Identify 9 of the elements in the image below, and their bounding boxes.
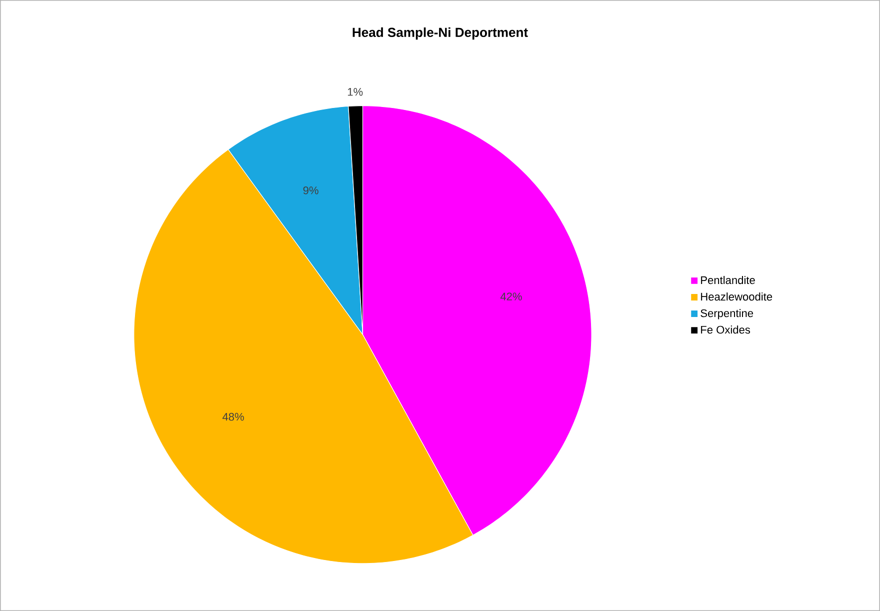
legend-label: Pentlandite — [701, 276, 755, 284]
data-label: 48% — [222, 412, 244, 421]
legend-label: Fe Oxides — [701, 326, 750, 334]
legend-label: Heazlewoodite — [701, 292, 772, 301]
data-label: 9% — [303, 186, 318, 194]
chart-title: Head Sample-Ni Deportment — [352, 27, 528, 40]
data-label: 42% — [500, 292, 522, 300]
legend-label: Serpentine — [700, 309, 754, 320]
data-label: 1% — [348, 88, 363, 96]
